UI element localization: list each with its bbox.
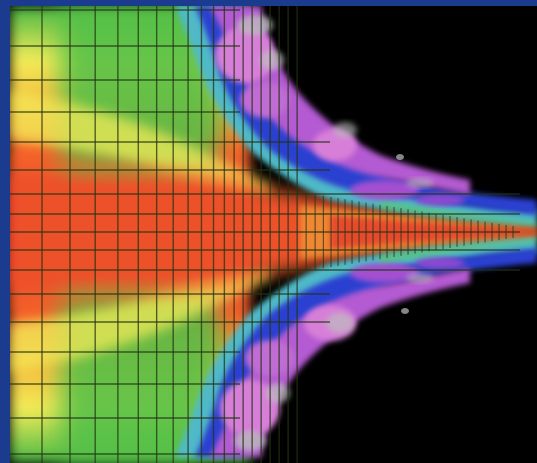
front-lower (175, 235, 537, 457)
field-core (10, 6, 537, 463)
mesh-grid (10, 6, 520, 463)
